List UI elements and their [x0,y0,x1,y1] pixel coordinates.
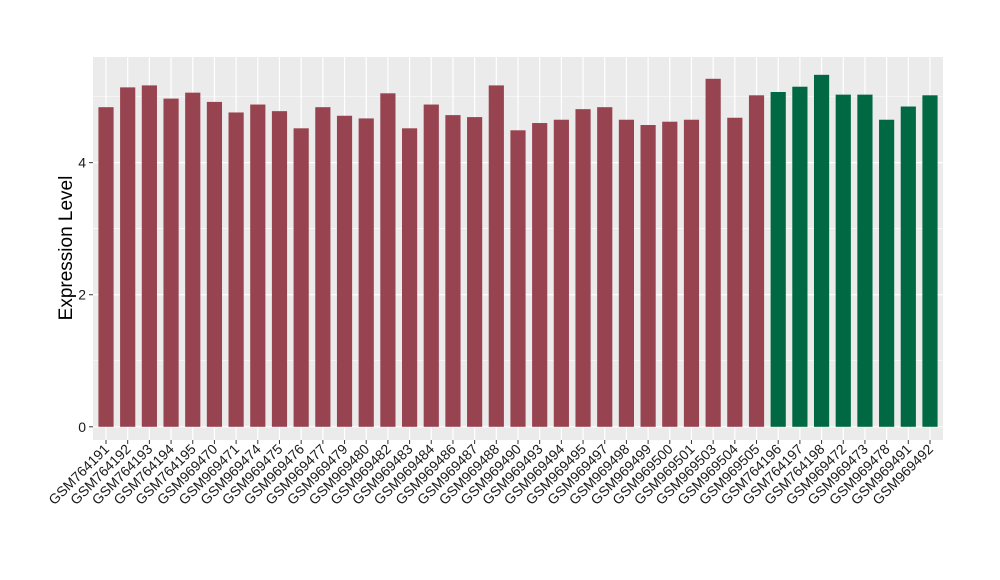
bar [423,104,439,427]
bar [835,94,851,427]
bar [120,87,136,427]
bars [98,74,938,427]
bar [770,91,786,427]
bar [813,74,830,427]
bar [293,128,309,427]
bar [271,111,288,427]
bar [141,85,157,427]
bar [597,107,613,427]
bar [727,117,743,427]
y-axis-title: Expression Level [56,176,77,321]
bar [185,92,201,427]
bar [510,130,526,427]
bar [857,94,873,427]
x-axis: GSM764191GSM764192GSM764193GSM764194GSM7… [45,440,936,508]
bar [250,104,266,427]
bar [488,85,504,427]
bar [380,93,396,427]
bar [228,112,244,427]
bar [879,119,895,427]
bar [662,121,678,427]
bar [315,107,331,427]
bar [401,128,418,427]
bar [532,123,548,427]
bar [618,119,635,427]
bar [553,119,569,427]
y-tick-label: 4 [78,155,86,171]
y-tick-label: 0 [78,419,86,435]
y-axis: 0 2 4 [78,155,93,435]
bar [922,95,938,427]
bar [683,119,700,427]
bar [705,78,721,427]
bar [336,115,353,427]
bar [206,101,223,427]
y-tick-label: 2 [78,287,86,303]
bar [792,86,808,427]
bar [358,118,374,427]
bar [467,117,483,427]
bar [575,109,591,427]
bar [640,125,656,427]
bar [98,107,114,427]
bar [748,95,765,427]
bar [163,98,179,427]
bar [445,115,461,427]
bar [900,106,916,427]
